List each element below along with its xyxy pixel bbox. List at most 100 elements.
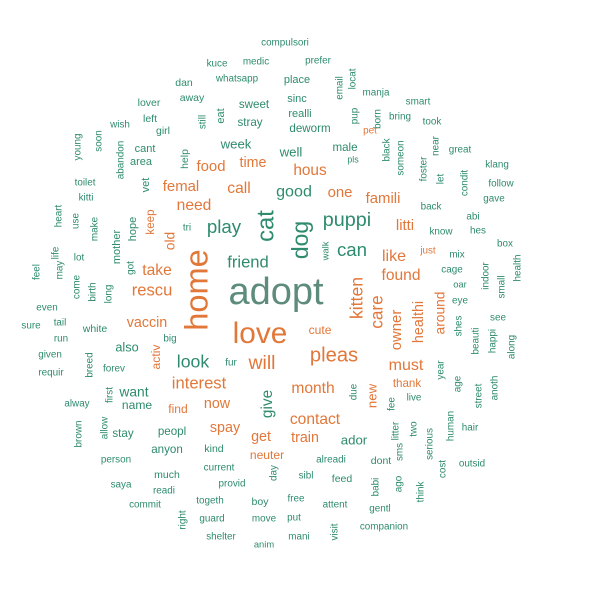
- word-got: got: [126, 261, 137, 275]
- word-great: great: [449, 145, 472, 156]
- word-year: year: [436, 360, 447, 380]
- word-cute: cute: [309, 323, 332, 337]
- word-age: age: [453, 375, 464, 392]
- word-must: must: [389, 357, 424, 374]
- word-white: white: [82, 323, 108, 335]
- word-locat: locat: [348, 68, 359, 89]
- word-around: around: [433, 292, 448, 335]
- word-requir: requir: [38, 368, 64, 379]
- word-bring: bring: [389, 112, 411, 123]
- word-kitti: kitti: [79, 193, 94, 204]
- word-alway: alway: [64, 399, 89, 410]
- word-lover: lover: [138, 97, 161, 109]
- word-free: free: [287, 494, 305, 505]
- word-realli: realli: [288, 108, 311, 120]
- word-sinc: sinc: [287, 93, 307, 105]
- word-food: food: [197, 159, 226, 175]
- word-soon: soon: [94, 130, 105, 151]
- word-condit: condit: [460, 170, 471, 197]
- word-due: due: [349, 383, 360, 400]
- word-contact: contact: [290, 411, 341, 428]
- word-heart: heart: [54, 204, 65, 227]
- word-back: back: [421, 202, 442, 213]
- word-indoor: indoor: [481, 262, 492, 290]
- word-dog: dog: [287, 221, 313, 259]
- word-look: look: [177, 352, 210, 372]
- word-sibl: sibl: [299, 471, 314, 482]
- word-given: given: [38, 350, 62, 361]
- word-prefer: prefer: [305, 56, 332, 67]
- word-area: area: [130, 156, 153, 168]
- word-old: old: [163, 232, 178, 250]
- word-make: make: [90, 216, 101, 241]
- word-well: well: [279, 144, 303, 159]
- word-month: month: [291, 380, 334, 397]
- word-kuce: kuce: [207, 59, 228, 70]
- word-wish: wish: [109, 120, 130, 131]
- word-happi: happi: [488, 329, 499, 353]
- word-found: found: [381, 267, 420, 284]
- word-babi: babi: [371, 478, 382, 497]
- word-box: box: [497, 239, 513, 250]
- word-pup: pup: [350, 107, 361, 124]
- word-near: near: [431, 135, 442, 155]
- word-just: just: [419, 246, 436, 257]
- word-gentl: gentl: [369, 504, 390, 515]
- word-gave: gave: [483, 194, 505, 205]
- word-care: care: [367, 295, 387, 328]
- word-stray: stray: [237, 116, 262, 129]
- word-move: move: [252, 514, 277, 525]
- word-neuter: neuter: [250, 448, 284, 462]
- word-puppi: puppi: [323, 209, 371, 231]
- word-tri: tri: [183, 223, 191, 234]
- word-use: use: [71, 213, 82, 229]
- word-ago: ago: [394, 475, 405, 492]
- word-give: give: [259, 390, 276, 418]
- word-femal: femal: [163, 179, 199, 195]
- word-get: get: [251, 429, 271, 445]
- word-fur: fur: [225, 358, 237, 369]
- word-readi: readi: [153, 486, 175, 497]
- word-run: run: [54, 334, 68, 345]
- word-cost: cost: [438, 460, 449, 478]
- word-brown: brown: [74, 421, 85, 448]
- word-sms: sms: [395, 443, 406, 461]
- word-thank: thank: [393, 377, 422, 390]
- word-help: help: [179, 149, 191, 169]
- word-foster: foster: [419, 156, 430, 181]
- word-still: still: [198, 115, 209, 129]
- word-tail: tail: [54, 318, 67, 329]
- word-can: can: [337, 239, 367, 260]
- word-anyon: anyon: [151, 443, 183, 456]
- word-health: health: [513, 255, 524, 282]
- word-find: find: [168, 402, 188, 416]
- word-now: now: [204, 396, 231, 412]
- word-small: small: [497, 275, 508, 298]
- word-away: away: [180, 92, 205, 104]
- word-someon: someon: [396, 140, 407, 175]
- word-day: day: [269, 465, 280, 481]
- word-place: place: [284, 74, 310, 86]
- word-email: email: [335, 76, 346, 100]
- word-train: train: [291, 430, 319, 446]
- word-owner: owner: [389, 310, 405, 351]
- word-shes: shes: [454, 316, 465, 337]
- word-cat: cat: [252, 210, 279, 242]
- word-may: may: [55, 261, 66, 280]
- word-current: current: [204, 463, 235, 474]
- word-take: take: [142, 262, 171, 279]
- word-long: long: [104, 285, 115, 304]
- word-fee: fee: [387, 397, 398, 411]
- word-even: even: [36, 303, 57, 314]
- word-mani: mani: [288, 532, 309, 543]
- word-eat: eat: [215, 108, 227, 123]
- word-feed: feed: [332, 473, 353, 485]
- word-guard: guard: [199, 514, 224, 525]
- word-anoth: anoth: [490, 376, 501, 401]
- word-name: name: [122, 398, 153, 412]
- word-birth: birth: [88, 282, 99, 301]
- word-togeth: togeth: [196, 496, 223, 507]
- word-dan: dan: [175, 77, 193, 89]
- word-spay: spay: [210, 420, 241, 436]
- word-cage: cage: [441, 265, 463, 276]
